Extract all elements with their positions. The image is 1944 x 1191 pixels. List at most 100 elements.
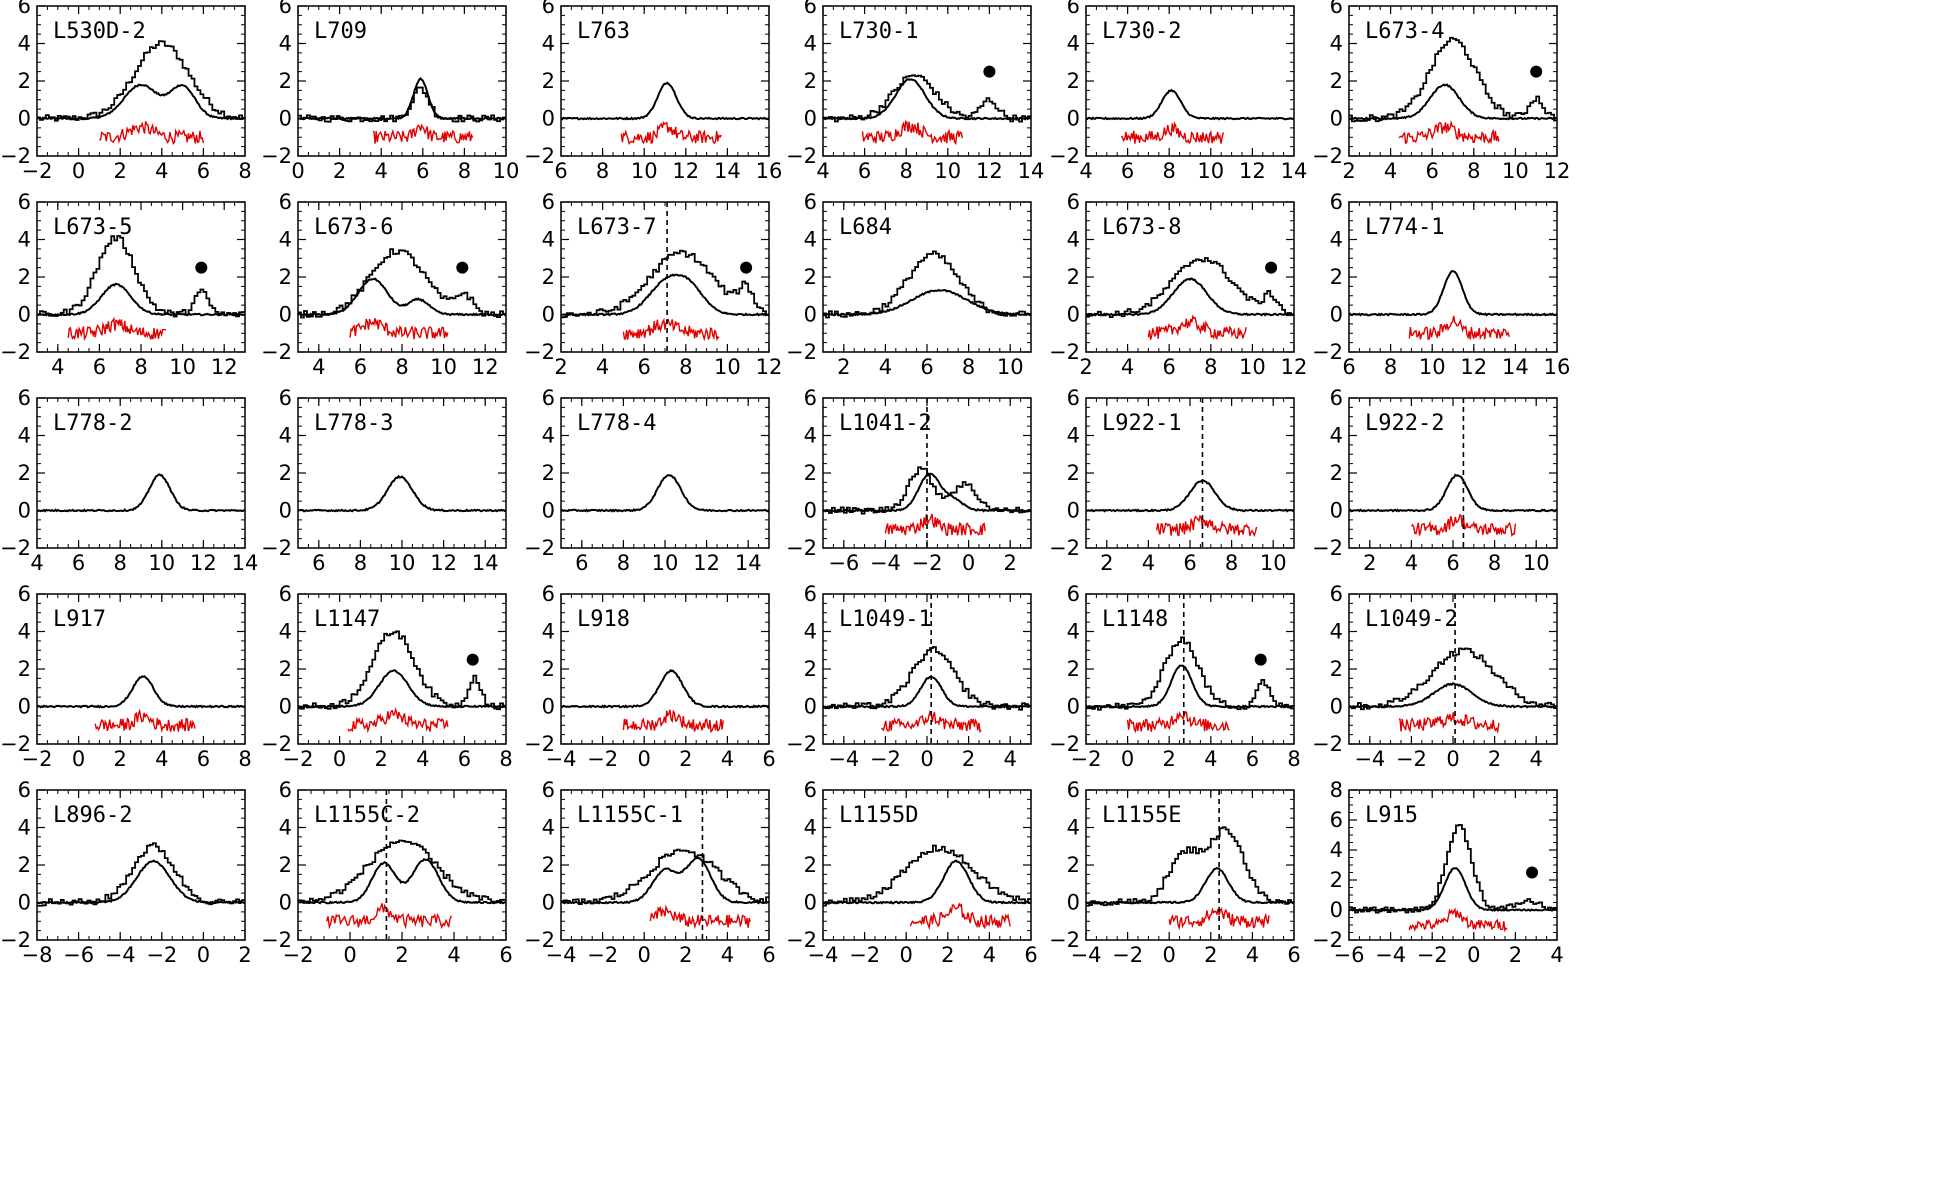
- y-tick-label: −2: [261, 732, 292, 756]
- x-tick-label: 12: [756, 355, 783, 379]
- x-tick-label: 6: [1121, 159, 1134, 183]
- x-tick-label: 2: [114, 159, 127, 183]
- panel-title: L673-6: [314, 215, 393, 240]
- x-tick-label: 10: [1523, 551, 1550, 575]
- y-tick-label: 2: [542, 461, 555, 485]
- plot-area: [298, 630, 506, 734]
- y-tick-label: 0: [279, 499, 292, 523]
- x-tick-label: 8: [499, 747, 512, 771]
- spectrum-line: [561, 474, 769, 513]
- spectrum-line: [823, 288, 1031, 317]
- x-tick-label: 4: [721, 747, 734, 771]
- y-tick-label: 6: [18, 190, 31, 214]
- y-tick-label: 0: [542, 499, 555, 523]
- y-tick-label: 4: [804, 620, 817, 644]
- x-tick-label: 0: [638, 943, 651, 967]
- spectrum-histogram: [823, 250, 1031, 319]
- y-tick-label: 4: [542, 424, 555, 448]
- x-tick-label: 12: [472, 355, 499, 379]
- y-tick-label: −2: [0, 340, 31, 364]
- x-tick-label: 0: [343, 943, 356, 967]
- y-tick-label: 0: [804, 499, 817, 523]
- panel-l1041-2: −6 −4 −2 0 2 −2 0 2 4 6 L1041-2: [786, 386, 1032, 575]
- red-spectrum-trace: [349, 318, 449, 340]
- x-tick-label: 12: [672, 159, 699, 183]
- y-tick-label: −2: [1312, 732, 1343, 756]
- y-tick-label: 2: [279, 265, 292, 289]
- panel-l673-8: 2 4 6 8 10 12 −2 0 2 4 6 L673-8: [1049, 190, 1307, 379]
- plot-area: [37, 40, 245, 145]
- y-tick-label: 0: [542, 695, 555, 719]
- y-tick-label: 4: [279, 228, 292, 252]
- x-tick-label: −2: [870, 747, 901, 771]
- y-tick-label: 6: [279, 582, 292, 606]
- panel-l778-4: 6 8 10 12 14 −2 0 2 4 6 L778-4: [524, 386, 770, 575]
- y-tick-label: 4: [804, 424, 817, 448]
- y-tick-label: 2: [804, 265, 817, 289]
- x-tick-label: 6: [1446, 551, 1459, 575]
- y-tick-label: 2: [18, 461, 31, 485]
- outflow-dot-marker: [983, 65, 996, 78]
- x-tick-label: 8: [238, 159, 251, 183]
- red-spectrum-trace: [99, 121, 205, 145]
- panel-l673-4: 2 4 6 8 10 12 −2 0 2 4 6 L673-4: [1312, 0, 1570, 183]
- y-tick-label: 6: [1330, 582, 1343, 606]
- x-tick-label: 2: [679, 747, 692, 771]
- panel-l922-2: 2 4 6 8 10 −2 0 2 4 6 L922-2: [1312, 386, 1558, 575]
- y-tick-label: 0: [804, 107, 817, 131]
- panel-title: L778-4: [577, 411, 656, 436]
- y-tick-label: 2: [1067, 265, 1080, 289]
- spectrum-histogram: [561, 249, 769, 319]
- panel-l896-2: −8 −6 −4 −2 0 2 −2 0 2 4 6 L896-2: [0, 778, 252, 967]
- y-tick-label: −2: [0, 732, 31, 756]
- x-tick-label: 2: [1163, 747, 1176, 771]
- x-tick-label: −2: [1071, 747, 1102, 771]
- spectrum-histogram: [1086, 636, 1294, 711]
- y-tick-label: −2: [1312, 144, 1343, 168]
- x-tick-label: 4: [1530, 747, 1543, 771]
- panel-title: L673-8: [1102, 215, 1181, 240]
- x-tick-label: −2: [849, 943, 880, 967]
- y-tick-label: 2: [804, 461, 817, 485]
- x-tick-label: 4: [1550, 943, 1563, 967]
- y-tick-label: 6: [542, 386, 555, 410]
- red-spectrum-trace: [325, 903, 453, 930]
- panel-l778-3: 6 8 10 12 14 −2 0 2 4 6 L778-3: [261, 386, 507, 575]
- plot-area: [1349, 36, 1557, 145]
- y-tick-label: −2: [524, 536, 555, 560]
- panel-title: L1148: [1102, 607, 1168, 632]
- y-tick-label: 0: [18, 891, 31, 915]
- panel-title: L917: [53, 607, 106, 632]
- x-tick-label: 6: [554, 159, 567, 183]
- panel-title: L922-2: [1365, 411, 1444, 436]
- x-tick-label: 0: [333, 747, 346, 771]
- y-tick-label: −2: [0, 536, 31, 560]
- y-tick-label: 4: [1330, 32, 1343, 56]
- panel-l774-1: 6 8 10 12 14 16 −2 0 2 4 6 L774-1: [1312, 190, 1570, 379]
- panel-title: L730-2: [1102, 19, 1181, 44]
- x-tick-label: 12: [190, 551, 217, 575]
- y-tick-label: 6: [279, 0, 292, 18]
- y-tick-label: 6: [1330, 0, 1343, 18]
- panel-title: L763: [577, 19, 630, 44]
- y-tick-label: 6: [1067, 190, 1080, 214]
- y-tick-label: 0: [804, 303, 817, 327]
- spectrum-line: [37, 282, 245, 317]
- x-tick-label: 0: [638, 747, 651, 771]
- x-tick-label: 0: [72, 159, 85, 183]
- plot-area: [1086, 594, 1294, 744]
- x-tick-label: 10: [1502, 159, 1529, 183]
- x-tick-label: 14: [1281, 159, 1308, 183]
- x-tick-label: 2: [114, 747, 127, 771]
- y-tick-label: 4: [1067, 816, 1080, 840]
- x-tick-label: 6: [1183, 551, 1196, 575]
- spectrum-line: [1086, 867, 1294, 905]
- y-tick-label: 4: [18, 620, 31, 644]
- y-tick-label: 4: [18, 816, 31, 840]
- spectrum-histogram: [298, 839, 506, 904]
- panel-title: L778-2: [53, 411, 132, 436]
- y-tick-label: 6: [279, 778, 292, 802]
- outflow-dot-marker: [1530, 65, 1543, 78]
- outflow-dot-marker: [1526, 866, 1539, 879]
- x-tick-label: 4: [1004, 747, 1017, 771]
